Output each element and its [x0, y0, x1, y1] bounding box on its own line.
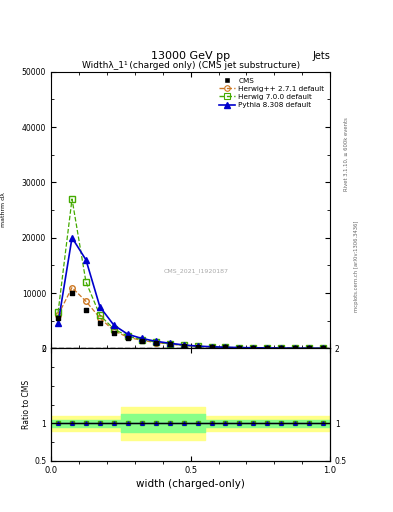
- Point: [250, 344, 257, 352]
- Y-axis label: Ratio to CMS: Ratio to CMS: [22, 380, 31, 429]
- Text: 1 / mathrm dN/
mathrm dλ: 1 / mathrm dN/ mathrm dλ: [0, 186, 6, 234]
- X-axis label: width (charged-only): width (charged-only): [136, 479, 245, 489]
- Text: CMS_2021_I1920187: CMS_2021_I1920187: [164, 268, 229, 274]
- Point: [152, 339, 159, 347]
- Point: [139, 337, 145, 345]
- Point: [195, 343, 201, 351]
- Point: [306, 344, 312, 352]
- Point: [320, 344, 326, 352]
- Point: [180, 342, 187, 350]
- Point: [111, 329, 117, 337]
- Point: [97, 319, 103, 328]
- Legend: CMS, Herwig++ 2.7.1 default, Herwig 7.0.0 default, Pythia 8.308 default: CMS, Herwig++ 2.7.1 default, Herwig 7.0.…: [217, 75, 327, 111]
- Text: Rivet 3.1.10, ≥ 600k events: Rivet 3.1.10, ≥ 600k events: [344, 117, 349, 190]
- Point: [292, 344, 298, 352]
- Point: [236, 344, 242, 352]
- Point: [167, 340, 173, 348]
- Point: [208, 343, 215, 351]
- Point: [69, 289, 75, 297]
- Point: [125, 334, 131, 343]
- Text: Jets: Jets: [312, 51, 330, 61]
- Point: [264, 344, 270, 352]
- Text: 13000 GeV pp: 13000 GeV pp: [151, 51, 230, 61]
- Text: mcplots.cern.ch [arXiv:1306.3436]: mcplots.cern.ch [arXiv:1306.3436]: [354, 221, 359, 312]
- Title: Widthλ_1¹ (charged only) (CMS jet substructure): Widthλ_1¹ (charged only) (CMS jet substr…: [81, 60, 300, 70]
- Point: [55, 314, 61, 322]
- Point: [278, 344, 285, 352]
- Point: [83, 306, 89, 314]
- Point: [222, 344, 229, 352]
